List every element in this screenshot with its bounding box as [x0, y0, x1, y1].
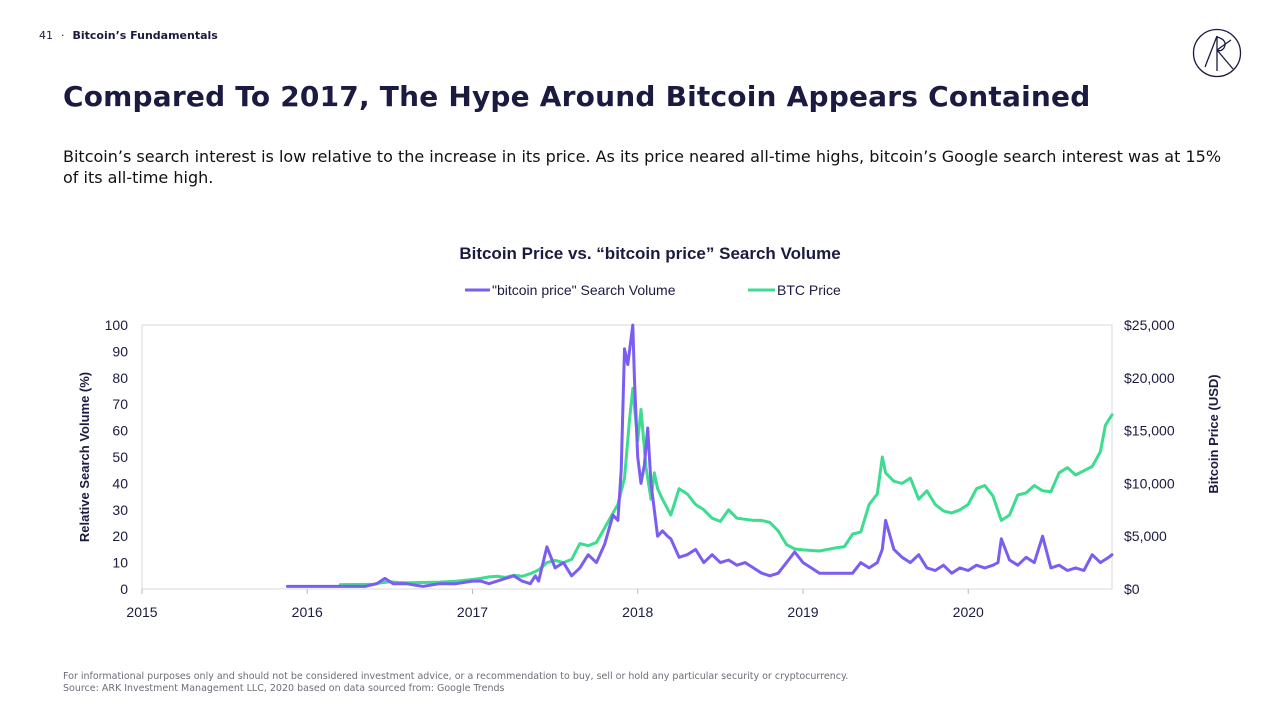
x-tick-label: 2018 [622, 604, 653, 620]
y-right-tick-label: $10,000 [1124, 475, 1175, 491]
x-tick-label: 2020 [953, 604, 984, 620]
y-right-tick-label: $0 [1124, 581, 1140, 597]
x-tick-label: 2017 [457, 604, 488, 620]
disclaimer-text: For informational purposes only and shou… [63, 671, 849, 682]
y-left-tick-label: 0 [120, 581, 128, 597]
y-left-tick-label: 100 [105, 317, 129, 333]
x-tick-label: 2016 [292, 604, 323, 620]
legend-label-search: "bitcoin price" Search Volume [492, 282, 676, 298]
page-subtitle: Bitcoin’s search interest is low relativ… [63, 147, 1222, 187]
footer: For informational purposes only and shou… [63, 671, 848, 695]
y-left-tick-label: 20 [112, 528, 128, 544]
y-left-tick-label: 40 [112, 475, 128, 491]
series-line-search-volume [285, 323, 1114, 588]
y-left-tick-label: 80 [112, 370, 128, 386]
x-tick-label: 2019 [787, 604, 818, 620]
header-separator: · [61, 29, 65, 42]
x-tick-label: 2015 [126, 604, 157, 620]
series-lines [285, 323, 1114, 588]
y-left-tick-label: 70 [112, 396, 128, 412]
plot-area [141, 324, 1113, 590]
y-left-tick-label: 90 [112, 343, 128, 359]
y-left-tick-label: 60 [112, 423, 128, 439]
y-axis-right-label: Bitcoin Price (USD) [1206, 374, 1221, 493]
section-name: Bitcoin’s Fundamentals [72, 29, 218, 42]
y-left-tick-label: 10 [112, 555, 128, 571]
y-right-tick-label: $20,000 [1124, 370, 1175, 386]
series-line-btc-price [338, 386, 1114, 587]
axes: 2015 2016 2017 2018 2019 2020 0 10 20 30 40 50 60 70 8… [105, 317, 1175, 620]
legend-label-price: BTC Price [777, 282, 841, 298]
y-right-tick-label: $15,000 [1124, 423, 1175, 439]
y-left-tick-label: 30 [112, 502, 128, 518]
chart-title: Bitcoin Price vs. “bitcoin price” Search… [459, 244, 840, 263]
chart: Bitcoin Price vs. “bitcoin price” Search… [77, 244, 1221, 620]
page-title: Compared To 2017, The Hype Around Bitcoi… [63, 80, 1091, 113]
y-left-tick-label: 50 [112, 449, 128, 465]
ark-logo-icon [1192, 28, 1242, 78]
y-right-tick-label: $25,000 [1124, 317, 1175, 333]
legend: "bitcoin price" Search Volume BTC Price [465, 282, 841, 298]
page-number: 41 [39, 29, 53, 42]
source-text: Source: ARK Investment Management LLC, 2… [63, 683, 505, 694]
y-axis-left-label: Relative Search Volume (%) [77, 372, 92, 542]
page-header: 41 · Bitcoin’s Fundamentals [39, 29, 218, 42]
y-right-tick-label: $5,000 [1124, 528, 1167, 544]
